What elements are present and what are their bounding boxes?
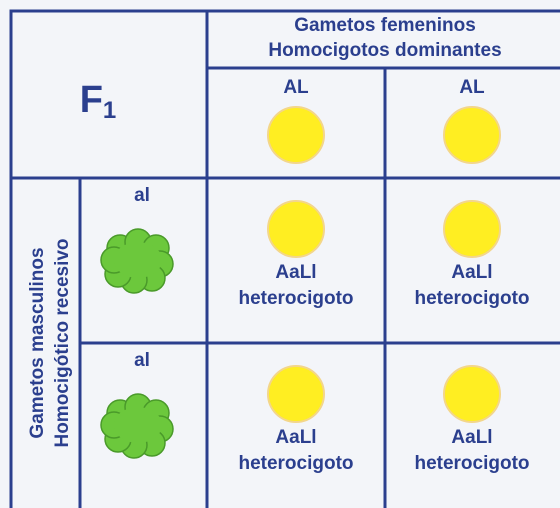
cell-type: heterocigoto [414, 288, 529, 309]
corner-letter: F [80, 79, 103, 121]
row-label: al [134, 185, 150, 206]
row-header: Gametos masculinos [27, 247, 48, 438]
yellow-gamete [443, 200, 501, 258]
cell-type: heterocigoto [238, 453, 353, 474]
cell-genotype: AaLl [451, 427, 492, 448]
cell-type: heterocigoto [238, 288, 353, 309]
yellow-gamete [267, 106, 325, 164]
green-gamete [100, 393, 174, 459]
cell-genotype: AaLl [275, 427, 316, 448]
green-gamete [100, 228, 174, 294]
corner-subscript: 1 [103, 97, 116, 124]
yellow-gamete [443, 365, 501, 423]
blob-core [114, 242, 162, 278]
blob-core [114, 407, 162, 443]
outer-border [9, 9, 560, 508]
yellow-gamete [443, 106, 501, 164]
corner-label: F1 [80, 79, 117, 124]
column-label: AL [459, 77, 485, 98]
column-header: Homocigotos dominantes [268, 40, 501, 61]
row-header: Homocigótico recesivo [52, 238, 73, 447]
yellow-gamete [267, 365, 325, 423]
column-header: Gametos femeninos [294, 15, 476, 36]
grid [9, 9, 560, 508]
yellow-gamete [267, 200, 325, 258]
cell-genotype: AaLl [451, 262, 492, 283]
cell-genotype: AaLl [275, 262, 316, 283]
column-label: AL [283, 77, 309, 98]
cell-type: heterocigoto [414, 453, 529, 474]
row-label: al [134, 350, 150, 371]
